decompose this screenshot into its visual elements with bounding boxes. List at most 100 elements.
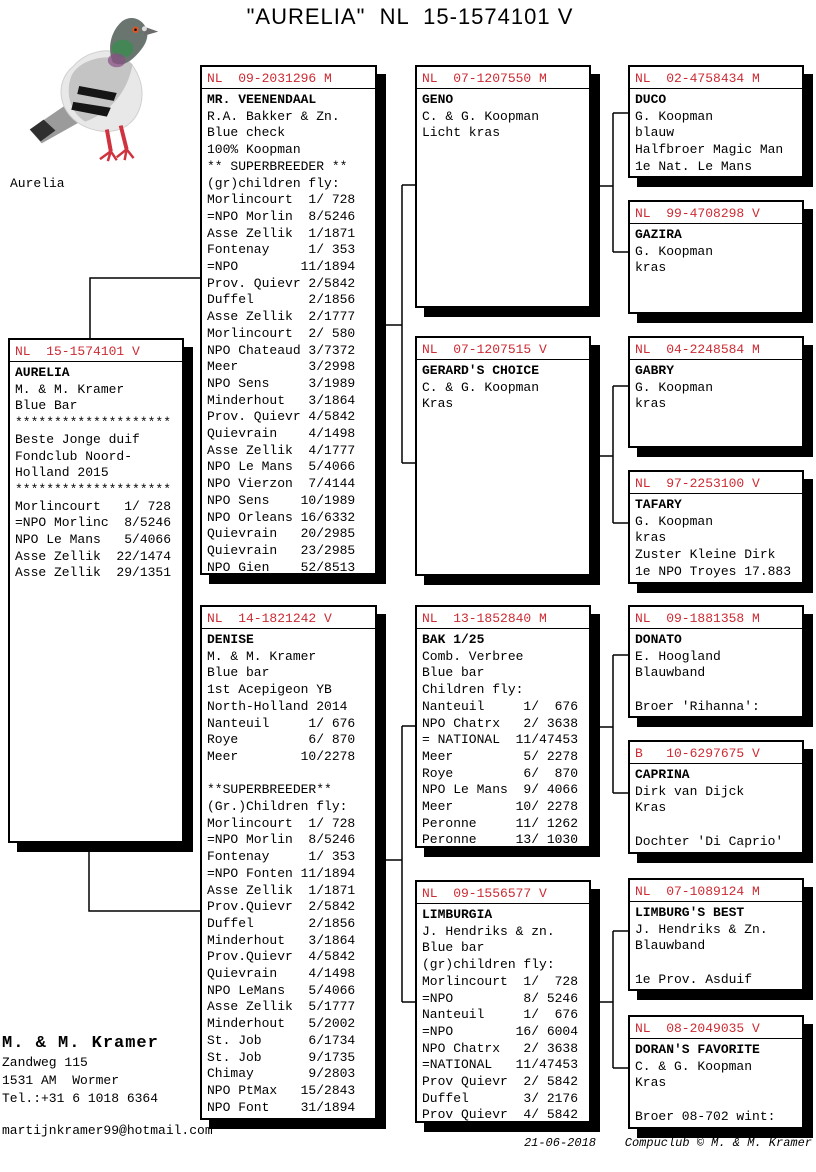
- pedigree-line: Prov.Quievr 4/5842: [207, 949, 356, 965]
- pedigree-line: ********************: [15, 415, 172, 431]
- pedigree-line: kras: [635, 396, 667, 412]
- owner-contact-block: M. & M. Kramer Zandweg 115 1531 AM Worme…: [2, 1034, 213, 1140]
- box-body: DENISE M. & M. Kramer Blue bar 1st Acepige…: [202, 629, 375, 1116]
- pedigree-lines: R.A. Bakker & Zn. Blue check 100% Koopman *…: [207, 109, 370, 577]
- pedigree-line: Nanteuil 1/ 676: [207, 715, 356, 731]
- bird-name: CAPRINA: [635, 767, 690, 782]
- ring-number: NL 08-2049035 V: [630, 1017, 802, 1039]
- pedigree-line: NPO Chatrx 2/ 3638: [422, 1040, 579, 1056]
- pedigree-line: C. & G. Koopman: [422, 379, 540, 395]
- pedigree-line: =NPO 16/ 6004: [422, 1023, 579, 1039]
- owner-address-line1: Zandweg 115: [2, 1055, 88, 1070]
- pigeon-caption: Aurelia: [10, 176, 65, 191]
- pedigree-line: Asse Zellik 4/1777: [207, 442, 356, 458]
- pedigree-line: (gr)children fly:: [207, 175, 340, 191]
- pedigree-line: G. Koopman: [635, 379, 714, 395]
- pedigree-line: Children fly:: [422, 682, 524, 698]
- pedigree-box-ggparent-2: NL 99-4708298 V GAZIRA G. Koopman kras: [628, 200, 804, 314]
- bird-name: GAZIRA: [635, 227, 682, 242]
- pedigree-lines: C. & G. Koopman Kras: [422, 380, 584, 413]
- pedigree-line: Minderhout 3/1864: [207, 392, 356, 408]
- pedigree-box-ggparent-1: NL 02-4758434 M DUCO G. Koopman blauw Half…: [628, 65, 804, 178]
- pedigree-line: Meer 5/ 2278: [422, 748, 579, 764]
- pedigree-line: M. & M. Kramer: [15, 381, 125, 397]
- owner-name: M. & M. Kramer: [2, 1034, 159, 1053]
- pedigree-line: Blue Bar: [15, 398, 78, 414]
- pedigree-line: =NPO Morlin 8/5246: [207, 832, 356, 848]
- bird-name: GENO: [422, 92, 454, 107]
- pedigree-line: Nanteuil 1/ 676: [422, 698, 579, 714]
- pedigree-line: [635, 955, 797, 972]
- pedigree-line: NPO Orleans 16/6332: [207, 509, 356, 525]
- pedigree-line: 1e Nat. Le Mans: [635, 158, 753, 174]
- pedigree-line: [635, 1092, 797, 1109]
- pedigree-lines: C. & G. Koopman Kras Broer 08-702 wint:: [635, 1059, 797, 1126]
- pedigree-line: 1e Prov. Asduif: [635, 971, 753, 987]
- pedigree-line: Meer 3/2998: [207, 359, 356, 375]
- pedigree-line: Morlincourt 2/ 580: [207, 325, 356, 341]
- pedigree-box-ggparent-8: NL 08-2049035 V DORAN'S FAVORITE C. & G.…: [628, 1015, 804, 1129]
- pedigree-box-ggparent-6: B 10-6297675 V CAPRINA Dirk van Dijck Kra…: [628, 740, 804, 854]
- pedigree-line: NPO Gien 52/8513: [207, 559, 356, 575]
- pedigree-lines: M. & M. Kramer Blue Bar ******************…: [15, 382, 177, 582]
- pedigree-line: NPO Le Mans 5/4066: [15, 532, 172, 548]
- pedigree-line: NPO Sens 3/1989: [207, 375, 356, 391]
- pedigree-line: NPO Chateaud 3/7372: [207, 342, 356, 358]
- ring-number: NL 07-1207550 M: [417, 67, 589, 89]
- pedigree-box-grandsire-1: NL 07-1207550 M GENO C. & G. Koopman Lich…: [415, 65, 591, 308]
- pedigree-line: Fondclub Noord-: [15, 448, 133, 464]
- pedigree-line: Quievrain 4/1498: [207, 966, 356, 982]
- pedigree-line: J. Hendriks & Zn.: [635, 921, 768, 937]
- pedigree-line: E. Hoogland: [635, 648, 721, 664]
- pedigree-line: Morlincourt 1/ 728: [422, 973, 579, 989]
- box-body: CAPRINA Dirk van Dijck Kras Dochter 'Di C…: [630, 764, 802, 851]
- pedigree-line: Dirk van Dijck: [635, 783, 745, 799]
- pedigree-line: Morlincourt 1/ 728: [207, 815, 356, 831]
- pedigree-line: NPO Le Mans 5/4066: [207, 459, 356, 475]
- bird-name: DENISE: [207, 632, 254, 647]
- pedigree-lines: G. Koopman kras: [635, 380, 797, 413]
- ring-number: NL 02-4758434 M: [630, 67, 802, 89]
- bird-name: AURELIA: [15, 365, 70, 380]
- pedigree-line: Minderhout 3/1864: [207, 932, 356, 948]
- pedigree-line: Blue bar: [422, 940, 485, 956]
- pedigree-line: [635, 817, 797, 834]
- pedigree-line: Blauwband: [635, 665, 706, 681]
- pedigree-line: NPO Sens 10/1989: [207, 492, 356, 508]
- pedigree-line: [207, 766, 370, 783]
- pedigree-line: Beste Jonge duif: [15, 431, 140, 447]
- pedigree-line: Duffel 3/ 2176: [422, 1090, 579, 1106]
- pedigree-lines: G. Koopman kras Zuster Kleine Dirk 1e NPO T…: [635, 514, 797, 581]
- pedigree-line: =NPO Morlinc 8/5246: [15, 515, 172, 531]
- owner-email: martijnkramer99@hotmail.com: [2, 1123, 213, 1138]
- pedigree-line: Dochter 'Di Caprio': [635, 833, 784, 849]
- pedigree-line: Licht kras: [422, 125, 501, 141]
- pedigree-line: Prov.Quievr 2/5842: [207, 899, 356, 915]
- pedigree-box-dam: NL 14-1821242 V DENISE M. & M. Kramer Blu…: [200, 605, 377, 1120]
- pedigree-line: Holland 2015: [15, 465, 109, 481]
- pedigree-line: Peronne 13/ 1030: [422, 832, 579, 848]
- box-body: AURELIA M. & M. Kramer Blue Bar **********…: [10, 362, 182, 582]
- pedigree-line: Prov. Quievr 2/5842: [207, 275, 356, 291]
- pedigree-box-granddam-1: NL 07-1207515 V GERARD'S CHOICE C. & G. …: [415, 336, 591, 576]
- box-body: DORAN'S FAVORITE C. & G. Koopman Kras Bro…: [630, 1039, 802, 1126]
- ring-number: NL 14-1821242 V: [202, 607, 375, 629]
- ring-number: NL 13-1852840 M: [417, 607, 589, 629]
- pedigree-line: =NPO 11/1894: [207, 259, 356, 275]
- pedigree-line: Broer 'Rihanna':: [635, 698, 760, 714]
- pedigree-line: M. & M. Kramer: [207, 648, 317, 664]
- bird-name: TAFARY: [635, 497, 682, 512]
- bird-name: BAK 1/25: [422, 632, 485, 647]
- pedigree-line: ********************: [15, 481, 172, 497]
- pedigree-line: Zuster Kleine Dirk: [635, 547, 776, 563]
- pedigree-box-ggparent-7: NL 07-1089124 M LIMBURG'S BEST J. Hendri…: [628, 878, 804, 991]
- pedigree-line: Morlincourt 1/ 728: [15, 498, 172, 514]
- bird-name: LIMBURGIA: [422, 907, 493, 922]
- pedigree-line: R.A. Bakker & Zn.: [207, 108, 340, 124]
- pedigree-line: Asse Zellik 1/1871: [207, 225, 356, 241]
- pedigree-line: Kras: [422, 396, 454, 412]
- pedigree-box-ggparent-3: NL 04-2248584 M GABRY G. Koopman kras: [628, 336, 804, 448]
- pedigree-line: NPO Vierzon 7/4144: [207, 476, 356, 492]
